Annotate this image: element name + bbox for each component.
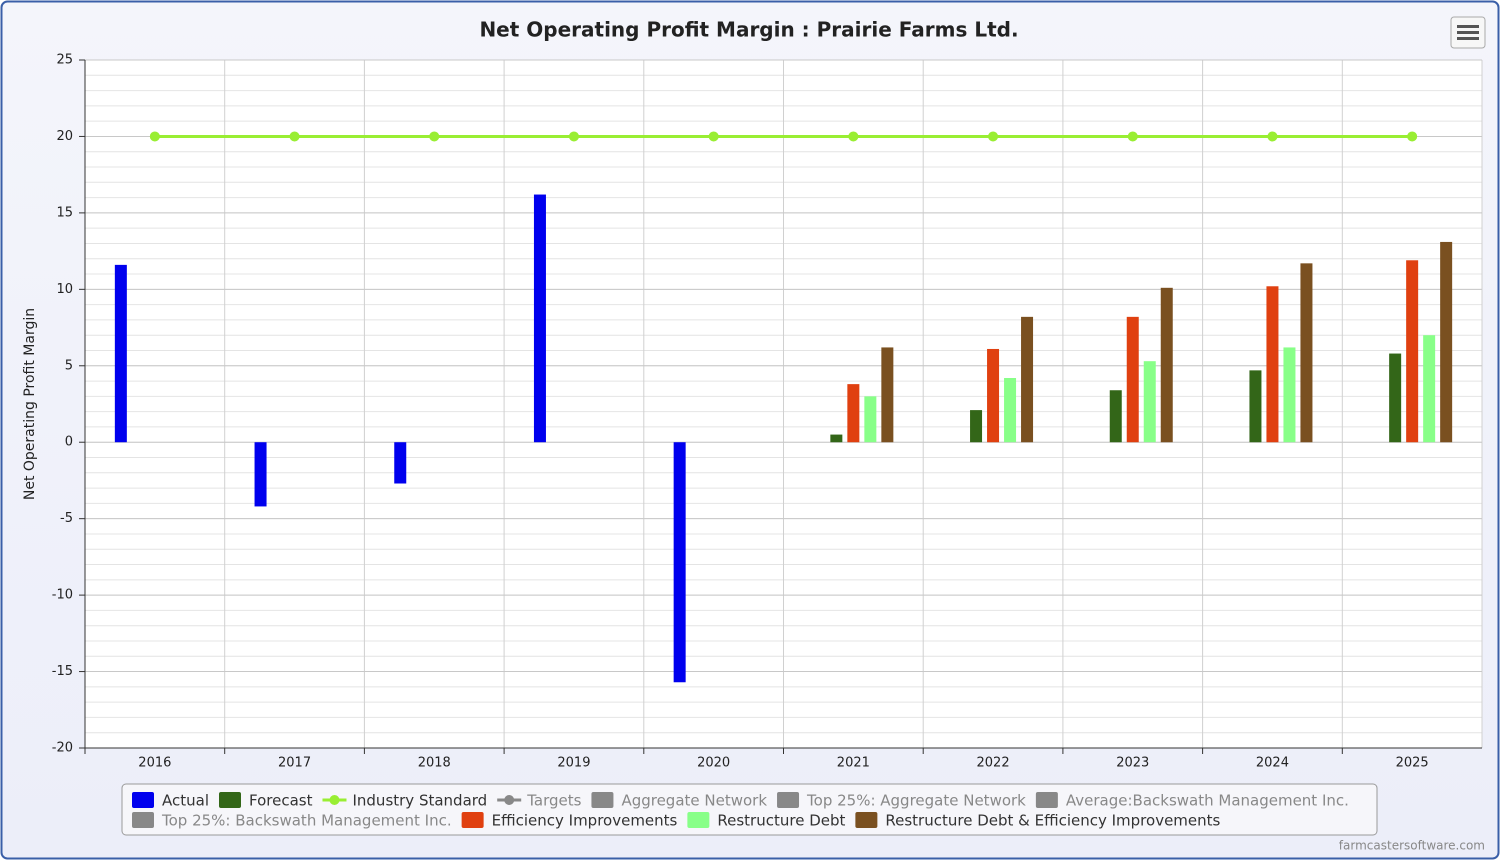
bar [1440, 241, 1453, 443]
x-tick-label: 2016 [138, 756, 171, 771]
y-tick-label: -20 [52, 741, 73, 756]
legend-label: Restructure Debt [717, 812, 845, 830]
legend-item[interactable]: Restructure Debt [687, 812, 845, 830]
bar [1266, 286, 1279, 443]
bar [847, 384, 860, 443]
legend-item[interactable]: Top 25%: Aggregate Network [777, 792, 1026, 810]
legend-label: Aggregate Network [621, 792, 767, 810]
y-tick-label: 25 [56, 53, 73, 68]
x-tick-label: 2017 [278, 756, 311, 771]
bar [830, 434, 843, 443]
line-marker [848, 131, 859, 142]
line-marker [708, 131, 719, 142]
y-tick-label: -15 [52, 664, 73, 679]
legend-symbol [461, 812, 484, 828]
legend-item[interactable]: Targets [497, 792, 582, 810]
bar [394, 442, 407, 484]
bar [1300, 263, 1313, 443]
legend-label: Top 25%: Backswath Management Inc. [161, 812, 452, 830]
legend-symbol [219, 792, 241, 808]
legend-symbol [504, 795, 515, 805]
legend-label: Targets [526, 792, 581, 810]
line-marker [988, 131, 999, 142]
bar [987, 348, 1000, 443]
bar [114, 264, 127, 443]
legend-symbol [1035, 792, 1058, 808]
legend-symbol [329, 795, 340, 805]
legend-item[interactable]: Average:Backswath Management Inc. [1035, 792, 1349, 810]
y-axis-label: Net Operating Profit Margin [22, 308, 38, 500]
menu-bar [1457, 37, 1479, 40]
y-tick-label: 10 [56, 282, 73, 297]
legend-symbol [855, 812, 878, 828]
x-tick-label: 2023 [1116, 756, 1149, 771]
legend-label: Efficiency Improvements [492, 812, 678, 830]
legend-symbol [132, 812, 154, 828]
legend-item[interactable]: Forecast [219, 792, 313, 810]
bar [1249, 370, 1262, 443]
bar [254, 442, 267, 507]
bar [1406, 260, 1419, 443]
bar [864, 396, 877, 443]
legend-item[interactable]: Actual [132, 792, 209, 810]
line-marker [1127, 131, 1138, 142]
legend-item[interactable]: Aggregate Network [591, 792, 767, 810]
legend-label: Average:Backswath Management Inc. [1066, 792, 1349, 810]
x-tick-label: 2020 [697, 756, 730, 771]
credit: farmcastersoftware.com [1339, 839, 1485, 853]
bar [1283, 347, 1296, 443]
x-tick-label: 2022 [977, 756, 1010, 771]
chart-title: Net Operating Profit Margin : Prairie Fa… [479, 18, 1018, 42]
bar [970, 410, 983, 443]
y-tick-label: 5 [65, 358, 73, 373]
bar [1389, 353, 1402, 443]
bar [1423, 335, 1436, 443]
x-tick-label: 2024 [1256, 756, 1289, 771]
legend-label: Forecast [249, 792, 313, 810]
legend-label: Top 25%: Aggregate Network [806, 792, 1026, 810]
bar [1160, 287, 1173, 443]
line-marker [429, 131, 440, 142]
y-tick-label: 20 [56, 129, 73, 144]
legend-label: Industry Standard [352, 792, 487, 810]
line-marker [149, 131, 160, 142]
y-tick-label: -5 [60, 511, 73, 526]
y-tick-label: -10 [52, 588, 73, 603]
x-tick-label: 2025 [1396, 756, 1429, 771]
y-tick-label: 15 [56, 205, 73, 220]
menu-bar [1457, 25, 1479, 28]
bar [673, 442, 686, 683]
legend-label: Restructure Debt & Efficiency Improvemen… [885, 812, 1220, 830]
x-tick-label: 2021 [837, 756, 870, 771]
legend-symbol [777, 792, 800, 808]
menu-bar [1457, 31, 1479, 34]
legend-item[interactable]: Industry Standard [322, 792, 487, 810]
legend-symbol [687, 812, 710, 828]
legend-item[interactable]: Efficiency Improvements [461, 812, 678, 830]
legend-symbol [132, 792, 154, 808]
bar [1021, 316, 1034, 443]
legend-symbol [591, 792, 614, 808]
legend-label: Actual [162, 792, 209, 810]
bar [1126, 316, 1139, 443]
x-tick-label: 2019 [557, 756, 590, 771]
menu-button[interactable] [1450, 16, 1486, 49]
y-tick-label: 0 [65, 435, 73, 450]
line-marker [1267, 131, 1278, 142]
line-marker [1407, 131, 1418, 142]
legend-box [121, 783, 1378, 836]
legend-item[interactable]: Restructure Debt & Efficiency Improvemen… [855, 812, 1221, 830]
bar [881, 347, 894, 443]
x-tick-label: 2018 [418, 756, 451, 771]
bar [1143, 361, 1156, 443]
line-marker [289, 131, 300, 142]
bar [533, 194, 546, 443]
bar [1109, 390, 1122, 443]
bar [1004, 378, 1017, 443]
legend-item[interactable]: Top 25%: Backswath Management Inc. [132, 812, 452, 830]
line-marker [568, 131, 579, 142]
